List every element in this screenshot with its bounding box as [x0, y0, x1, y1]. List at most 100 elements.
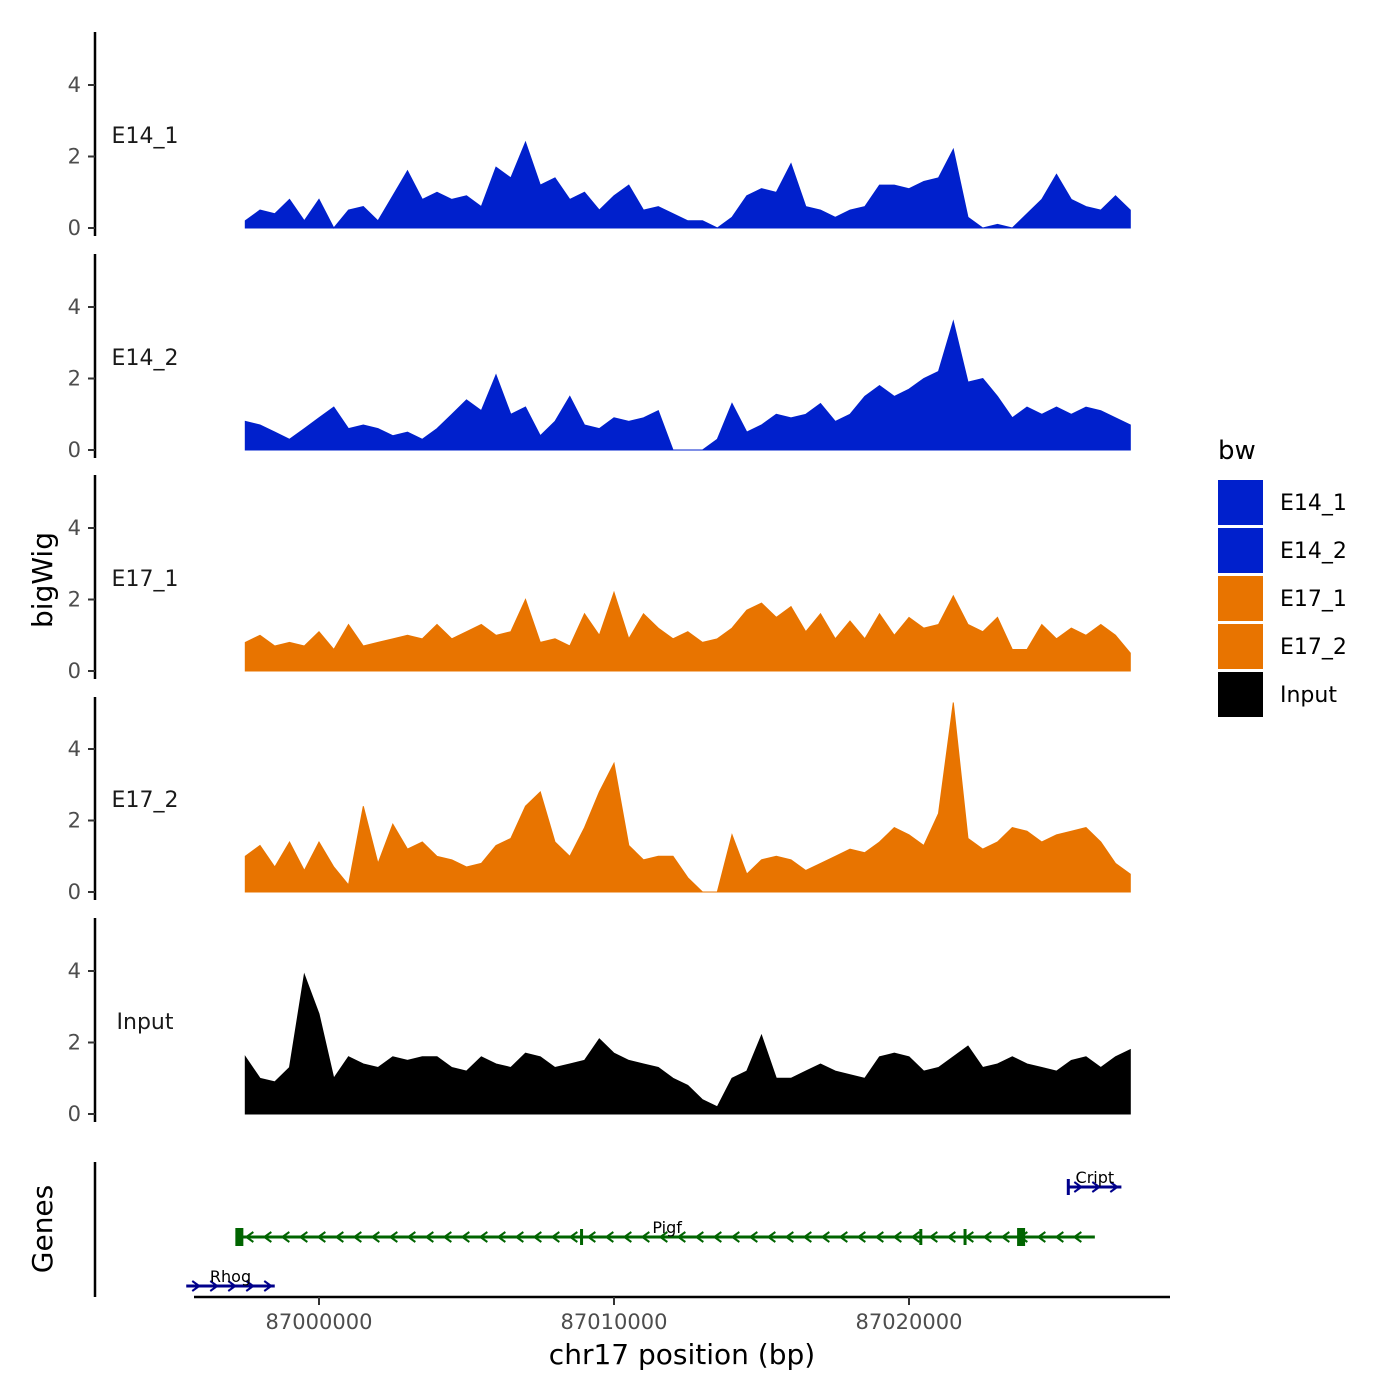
strand-chevron	[928, 1231, 938, 1243]
exon-mark	[580, 1229, 584, 1245]
exon-mark	[1066, 1179, 1070, 1195]
strand-chevron	[946, 1231, 956, 1243]
strand-chevron	[568, 1231, 578, 1243]
x-axis-title: chr17 position (bp)	[549, 1338, 815, 1371]
legend-label: E17_1	[1280, 587, 1347, 612]
strand-chevron	[352, 1231, 362, 1243]
legend-label: Input	[1280, 683, 1337, 708]
gene-label: Rhog	[210, 1267, 251, 1286]
strand-chevron	[334, 1231, 344, 1243]
y-tick-label: 0	[68, 880, 81, 904]
legend-title: bw	[1218, 436, 1256, 466]
strand-chevron	[424, 1231, 434, 1243]
legend-label: E14_2	[1280, 539, 1347, 564]
strand-chevron	[586, 1231, 596, 1243]
strand-chevron	[712, 1231, 722, 1243]
legend-label: E17_2	[1280, 635, 1347, 660]
strand-chevron	[262, 1231, 272, 1243]
track-label: E14_1	[112, 124, 179, 149]
legend-label: E14_1	[1280, 491, 1347, 516]
strand-chevron	[316, 1231, 326, 1243]
strand-chevron	[910, 1231, 920, 1243]
y-tick-label: 4	[68, 295, 81, 319]
signal-area-E17_1	[244, 590, 1131, 672]
signal-tracks: 0 2 4 E14_1 0 2 4 E14_2 0 2 4 E17_1 0 2 4 E17_2 0 2 4 Input	[68, 32, 1131, 1126]
genes-panel: Rhog Pigf Cript	[93, 1162, 1122, 1297]
strand-chevron	[694, 1231, 704, 1243]
x-tick-label: 87000000	[266, 1310, 373, 1334]
strand-chevron	[640, 1231, 650, 1243]
strand-chevron	[478, 1231, 488, 1243]
strand-chevron	[982, 1231, 992, 1243]
strand-chevron	[604, 1231, 614, 1243]
strand-chevron	[245, 1280, 255, 1292]
legend-key-E17_1	[1218, 576, 1263, 621]
strand-chevron	[550, 1231, 560, 1243]
gene-label: Pigf	[652, 1218, 682, 1237]
y-tick-label: 0	[68, 438, 81, 462]
signal-area-E14_1	[244, 140, 1131, 229]
strand-chevron	[442, 1231, 452, 1243]
legend-key-E14_2	[1218, 528, 1263, 573]
y-tick-label: 2	[68, 1031, 81, 1055]
y-tick-label: 4	[68, 959, 81, 983]
strand-chevron	[892, 1231, 902, 1243]
y-tick-label: 4	[68, 516, 81, 540]
y-tick-label: 2	[68, 145, 81, 169]
x-tick-label: 87020000	[856, 1310, 963, 1334]
strand-chevron	[1036, 1231, 1046, 1243]
strand-chevron	[191, 1280, 201, 1292]
track-E17_2: 0 2 4 E17_2	[68, 697, 1131, 904]
y-tick-label: 0	[68, 216, 81, 240]
strand-chevron	[370, 1231, 380, 1243]
y-tick-label: 2	[68, 588, 81, 612]
gene-label: Cript	[1076, 1168, 1115, 1187]
legend: bw E14_1 E14_2 E17_1 E17_2 Input	[1218, 436, 1347, 717]
strand-chevron	[820, 1231, 830, 1243]
exon-mark	[919, 1229, 923, 1245]
y-axis-title: bigWig	[26, 532, 59, 628]
gene-Pigf: Pigf	[235, 1218, 1095, 1246]
strand-chevron	[676, 1231, 686, 1243]
strand-chevron	[1073, 1181, 1084, 1193]
y-tick-label: 4	[68, 73, 81, 97]
strand-chevron	[658, 1231, 668, 1243]
strand-chevron	[298, 1231, 308, 1243]
exon-mark	[235, 1228, 244, 1246]
signal-area-E14_2	[244, 319, 1131, 451]
legend-key-Input	[1218, 672, 1263, 717]
strand-chevron	[748, 1231, 758, 1243]
strand-chevron	[802, 1231, 812, 1243]
strand-chevron	[280, 1231, 290, 1243]
strand-chevron	[874, 1231, 884, 1243]
x-tick-label: 87010000	[561, 1310, 668, 1334]
track-E14_1: 0 2 4 E14_1	[68, 32, 1131, 240]
strand-chevron	[532, 1231, 542, 1243]
legend-key-E17_2	[1218, 624, 1263, 669]
track-Input: 0 2 4 Input	[68, 918, 1131, 1126]
track-label: Input	[117, 1010, 174, 1035]
signal-area-Input	[244, 972, 1131, 1115]
signal-area-E17_2	[244, 702, 1131, 893]
strand-chevron	[856, 1231, 866, 1243]
strand-chevron	[730, 1231, 740, 1243]
strand-chevron	[263, 1280, 273, 1292]
y-tick-label: 2	[68, 809, 81, 833]
y-tick-label: 2	[68, 367, 81, 391]
strand-chevron	[1109, 1181, 1120, 1193]
gene-Rhog: Rhog	[186, 1267, 275, 1292]
strand-chevron	[1054, 1231, 1064, 1243]
track-label: E17_2	[112, 788, 179, 813]
strand-chevron	[784, 1231, 794, 1243]
strand-chevron	[622, 1231, 632, 1243]
strand-chevron	[838, 1231, 848, 1243]
strand-chevron	[406, 1231, 416, 1243]
exon-mark	[963, 1229, 967, 1245]
y-tick-label: 0	[68, 659, 81, 683]
track-label: E17_1	[112, 567, 179, 592]
y-tick-label: 0	[68, 1102, 81, 1126]
strand-chevron	[209, 1280, 219, 1292]
x-axis: 87000000 87010000 87020000	[194, 1295, 1170, 1334]
